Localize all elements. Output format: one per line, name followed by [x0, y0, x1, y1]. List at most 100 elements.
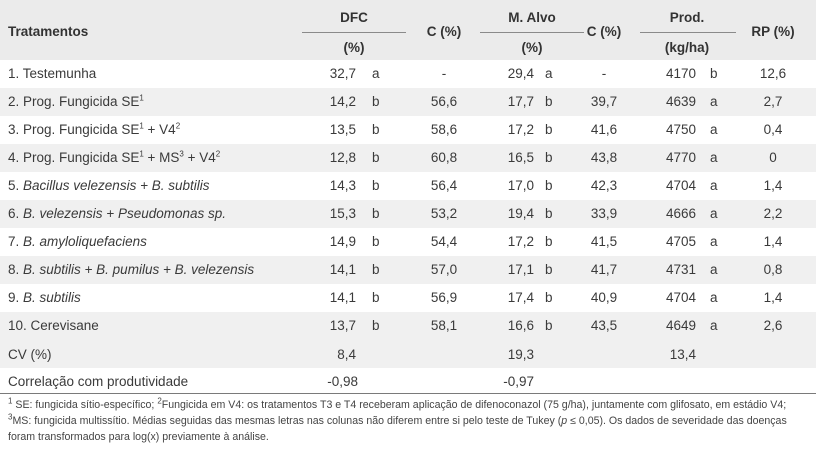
cell-rp: 12,6 [759, 66, 787, 81]
cell-prod-l: a [710, 206, 718, 221]
cell-prod: 4170 [665, 66, 696, 81]
header-c1: C (%) [426, 24, 462, 39]
cell-dfc: 14,9 [329, 234, 356, 249]
cell-c1: 53,2 [430, 206, 458, 221]
footnote-1-text: SE: fungicida sítio-específico; [12, 399, 158, 411]
footnote-line-1: 1 SE: fungicida sítio-específico; 2Fungi… [8, 397, 786, 413]
cell-c1: 56,4 [430, 178, 458, 193]
treatment-name-part: Bacillus velezensis + B. subtilis [23, 178, 210, 193]
cell-prod-l: a [710, 122, 718, 137]
footnote-ref: 2 [215, 149, 221, 159]
cell-c1: 60,8 [430, 150, 458, 165]
cell-malvo-l: b [545, 318, 553, 333]
table-row: 8. B. subtilis + B. pumilus + B. velezen… [0, 256, 816, 284]
cell-dfc: 14,1 [329, 262, 356, 277]
header-c2: C (%) [586, 24, 622, 39]
footnote-ref: 1 [139, 149, 144, 159]
table-row: 4. Prog. Fungicida SE1 + MS3 + V42 12,8 b 6… [0, 144, 816, 172]
footnote-3-mark: 3 [8, 412, 13, 422]
cv-malvo: 19,3 [507, 347, 534, 362]
cv-row: CV (%) 8,4 19,3 13,4 [0, 340, 816, 368]
cell-prod: 4639 [665, 94, 696, 109]
corr-label: Correlação com produtividade [8, 374, 189, 389]
cell-prod-l: a [710, 290, 718, 305]
cell-dfc: 12,8 [329, 150, 356, 165]
footnote-2-mark: 2 [157, 396, 162, 406]
cell-c2: 43,5 [590, 318, 618, 333]
treatment-name-part: 8. [8, 262, 24, 277]
cell-prod: 4770 [665, 150, 696, 165]
cell-malvo: 16,6 [507, 318, 534, 333]
cell-c2: 43,8 [590, 150, 618, 165]
table-row: 5. Bacillus velezensis + B. subtilis 14,3… [0, 172, 816, 200]
cell-prod-l: a [710, 150, 718, 165]
treatment-name: 10. Cerevisane [8, 318, 99, 334]
cell-malvo-l: b [545, 122, 553, 137]
cell-malvo-l: a [545, 66, 553, 81]
treatment-name-part: 9. [8, 290, 24, 305]
cell-dfc-l: b [372, 94, 380, 109]
cell-rp: 2,7 [763, 94, 783, 109]
table-row: 7. B. amyloliquefaciens 14,9 b 54,4 17,2 b 41,… [0, 228, 816, 256]
footnote-ref: 1 [139, 93, 144, 103]
cell-prod: 4649 [665, 318, 696, 333]
table-row: 10. Cerevisane 13,7 b 58,1 16,6 b 43,5 4649 a 2,6 [0, 312, 816, 340]
footnote-line-2: 3MS: fungicida multissítio. Médias segui… [8, 413, 787, 429]
treatment-name-part: 1. Testemunha [8, 66, 97, 81]
cell-c1: 54,4 [430, 234, 458, 249]
cell-prod: 4704 [665, 178, 696, 193]
cell-malvo: 16,5 [507, 150, 534, 165]
cell-malvo: 17,0 [507, 178, 534, 193]
corr-malvo: -0,97 [503, 374, 534, 389]
treatment-name-part: B. velezensis + Pseudomonas sp. [23, 206, 227, 221]
cell-rp: 0 [769, 150, 777, 165]
cell-malvo-l: b [545, 206, 553, 221]
cell-rp: 1,4 [763, 290, 783, 305]
cell-rp: 0,4 [763, 122, 783, 137]
cell-prod-l: a [710, 262, 718, 277]
treatment-name: 1. Testemunha [8, 66, 96, 82]
cell-c1: 58,1 [430, 318, 458, 333]
cell-dfc: 32,7 [329, 66, 356, 81]
treatment-name-part: B. subtilis [23, 290, 81, 305]
cell-dfc: 13,5 [329, 122, 356, 137]
cell-malvo: 17,7 [507, 94, 534, 109]
footnote-ref: 2 [175, 121, 181, 131]
cell-prod: 4731 [665, 262, 696, 277]
cell-malvo: 19,4 [507, 206, 534, 221]
treatment-name: 6. B. velezensis + Pseudomonas sp. [8, 206, 226, 222]
cell-malvo: 17,2 [507, 234, 534, 249]
header-dfc-rule [302, 32, 406, 33]
header-dfc: DFC [340, 10, 368, 25]
corr-row: Correlação com produtividade -0,98 -0,97 [0, 368, 816, 396]
header-malvo-unit: (%) [521, 40, 543, 55]
cell-dfc: 15,3 [329, 206, 356, 221]
treatment-name-part: B. amyloliquefaciens [23, 234, 147, 249]
footnote-ref: 1 [139, 121, 144, 131]
treatment-name: 3. Prog. Fungicida SE1 + V42 [8, 122, 180, 138]
cell-malvo-l: b [545, 150, 553, 165]
footnote-p-symbol: p [561, 415, 568, 427]
footnote-3-text-end: ≤ 0,05). Os dados de severidade das doen… [567, 415, 787, 427]
header-malvo: M. Alvo [508, 10, 556, 25]
table-bottom-rule [0, 393, 816, 394]
cell-prod: 4704 [665, 290, 696, 305]
footnote-line-3: foram transformados para log(x) previame… [8, 431, 269, 443]
cell-c2: 39,7 [590, 94, 618, 109]
cell-malvo: 17,1 [507, 262, 534, 277]
footnote-ref: 3 [179, 149, 184, 159]
cell-malvo: 29,4 [507, 66, 534, 81]
cell-dfc-l: b [372, 150, 380, 165]
cell-malvo-l: b [545, 290, 553, 305]
treatment-name-part: 3. Prog. Fungicida SE [8, 122, 140, 137]
cell-c2: 41,5 [590, 234, 618, 249]
footnote-1-mark: 1 [8, 396, 13, 406]
treatment-name: 7. B. amyloliquefaciens [8, 234, 147, 250]
footnote-3-text: MS: fungicida multissítio. Médias seguid… [12, 415, 562, 427]
cell-malvo-l: b [545, 262, 553, 277]
cell-prod: 4750 [665, 122, 696, 137]
treatment-name-part: B. subtilis + B. pumilus + B. velezensis [23, 262, 255, 277]
header-rp: RP (%) [751, 24, 795, 39]
header-tratamentos: Tratamentos [8, 24, 89, 39]
table-row: 9. B. subtilis 14,1 b 56,9 17,4 b 40,9 4704 a 1,4 [0, 284, 816, 312]
